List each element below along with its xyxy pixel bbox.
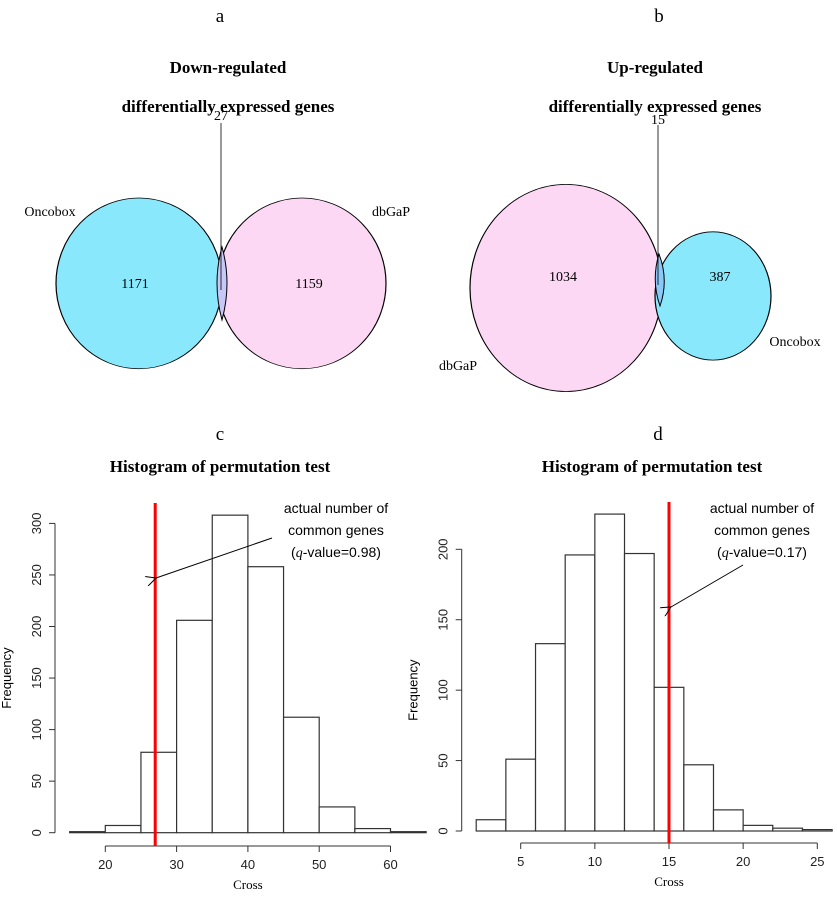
venn-a-intersection: 27 [214,109,228,124]
histogram-bar [176,619,213,834]
histogram-bar [247,566,285,834]
q-symbol: q [722,546,729,561]
venn-a-dbgap-count: 1159 [295,277,322,292]
histogram-bar [140,751,178,834]
y-tick-label: 150 [436,609,451,631]
x-tick-label: 5 [517,854,524,869]
x-tick-label: 10 [588,854,602,869]
y-tick-label: 250 [29,564,44,586]
venn-a: a Down-regulated differentially expresse… [24,6,410,370]
histogram-bar [801,828,833,832]
venn-a-oncobox-label: Oncobox [24,205,75,220]
paren: ( [717,544,722,560]
panel-label-a: a [216,6,225,27]
histogram-d: 0 50 100 150 200 5 10 15 20 25 Cross Frequency actua… [406,500,833,889]
x-axis-label: Cross [654,874,684,889]
venn-b-dbgap-circle [469,183,663,392]
annotation-line-3: (q-value=0.17) [717,544,807,561]
histogram-bar [282,716,320,834]
q-value: -value=0.17) [729,544,807,560]
y-tick-label: 300 [29,513,44,535]
histogram-c: 0 50 100 150 200 250 300 20 30 40 50 60 Cross Frequen… [0,500,427,892]
y-tick-label: 0 [436,827,451,834]
venn-a-title-1: Down-regulated [170,58,287,77]
x-tick-label: 50 [312,857,326,872]
venn-b-dbgap-count: 1034 [549,270,577,285]
venn-b-oncobox-label: Oncobox [769,335,820,350]
venn-b-title-2: differentially expressed genes [549,97,762,116]
y-axis-label: Frequency [0,647,14,709]
x-tick-label: 15 [662,854,676,869]
y-tick-label: 200 [29,616,44,638]
venn-a-oncobox-count: 1171 [121,277,148,292]
venn-b-overlap [654,252,665,308]
y-tick-label: 50 [29,774,44,788]
venn-a-dbgap-label: dbGaP [372,205,410,220]
histogram-bar [211,514,249,834]
venn-b-intersection: 15 [651,113,665,128]
panel-label-b: b [654,6,664,27]
histogram-bar [534,643,566,832]
venn-a-title-2: differentially expressed genes [122,97,335,116]
y-tick-label: 200 [436,538,451,560]
hist-d-title: Histogram of permutation test [542,457,763,476]
annotation-arrow [671,564,744,607]
annotation-line-3: (q-value=0.98) [291,544,381,561]
x-tick-label: 40 [241,857,255,872]
q-symbol: q [296,546,303,561]
venn-a-overlap [216,245,228,322]
histogram-bar [104,824,142,834]
hist-c-title: Histogram of permutation test [110,457,331,476]
venn-b-title-1: Up-regulated [607,58,704,77]
histogram-bar [354,827,392,834]
histogram-bar [505,758,537,832]
annotation-arrow [156,537,273,578]
q-value: -value=0.98) [303,544,381,560]
histogram-bar [475,819,507,832]
annotation-line-1: actual number of [284,500,388,516]
x-tick-label: 25 [810,854,824,869]
venn-b-oncobox-count: 387 [710,270,731,285]
x-tick-label: 20 [736,854,750,869]
x-axis-label: Cross [233,877,263,892]
histogram-bar [742,824,774,832]
y-tick-label: 100 [436,679,451,701]
histogram-bar [623,552,655,832]
y-tick-label: 0 [29,829,44,836]
histogram-bar [389,831,427,834]
histogram-bar [318,806,356,834]
y-tick-label: 50 [436,753,451,767]
histogram-bar [683,764,715,832]
x-tick-label: 60 [383,857,397,872]
venn-b-oncobox-circle [654,231,772,361]
panel-label-d: d [653,424,663,445]
y-axis-label: Frequency [406,659,421,721]
annotation-line-2: common genes [288,522,384,538]
venn-b-dbgap-label: dbGaP [439,359,477,374]
histogram-bar [69,831,106,834]
y-tick-label: 150 [29,667,44,689]
histogram-bar [712,809,744,832]
histogram-bar [772,827,804,832]
panel-label-c: c [216,424,224,445]
paren: ( [291,544,296,560]
y-tick-label: 100 [29,719,44,741]
x-tick-label: 20 [98,857,112,872]
annotation-line-1: actual number of [710,500,814,516]
histogram-bar [564,554,596,832]
histogram-bar [594,513,626,832]
x-tick-label: 30 [169,857,183,872]
venn-b: b Up-regulated differentially expressed … [439,6,821,392]
annotation-line-2: common genes [714,522,810,538]
